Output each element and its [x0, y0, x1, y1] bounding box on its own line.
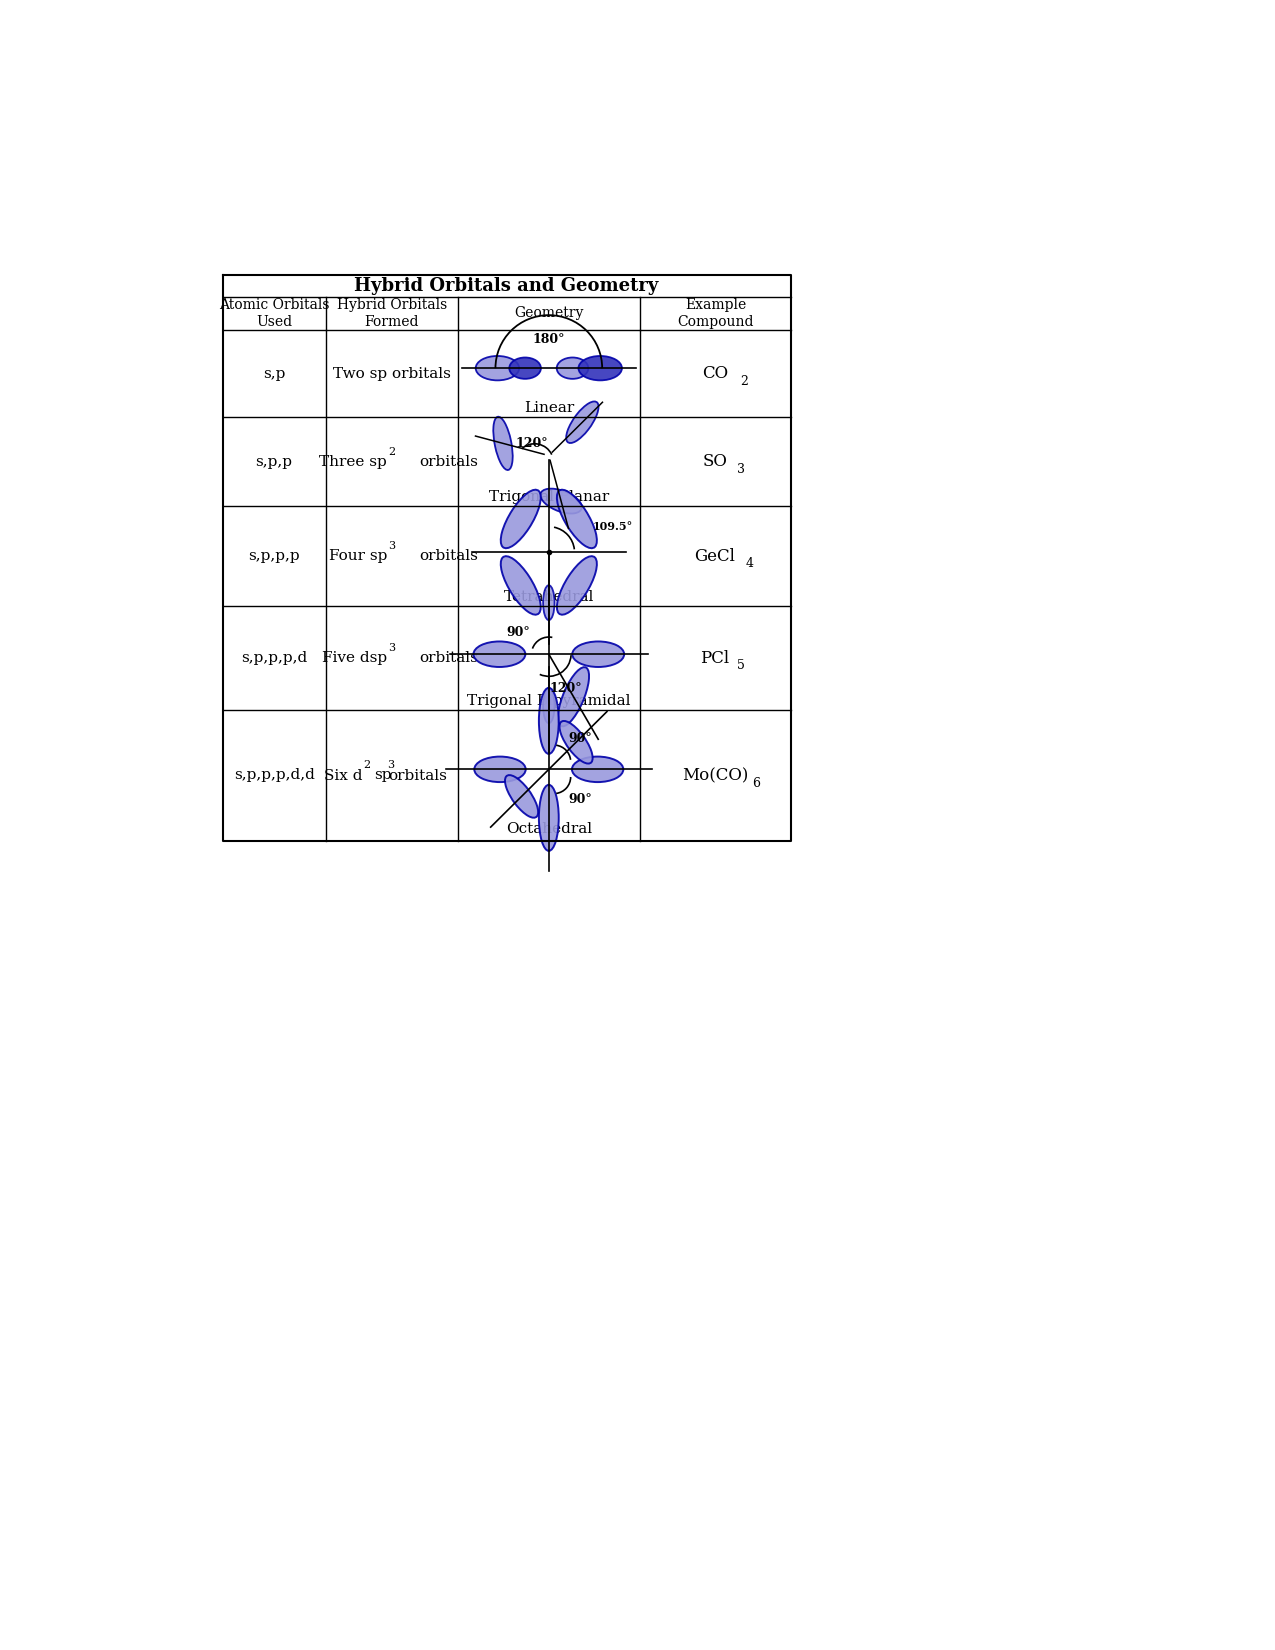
Text: 3: 3	[737, 464, 745, 475]
Text: s,p,p,p,d,d: s,p,p,p,d,d	[233, 769, 315, 782]
Text: 2: 2	[388, 447, 395, 457]
Text: 5: 5	[737, 660, 745, 672]
Ellipse shape	[539, 785, 558, 851]
Text: s,p,p,p,d: s,p,p,p,d	[241, 652, 307, 665]
Ellipse shape	[493, 417, 513, 470]
Text: 180°: 180°	[533, 333, 565, 345]
Text: 120°: 120°	[550, 681, 583, 695]
Ellipse shape	[541, 488, 581, 513]
Ellipse shape	[557, 490, 597, 548]
Ellipse shape	[557, 358, 588, 380]
Text: CO: CO	[703, 365, 728, 383]
Ellipse shape	[476, 356, 519, 381]
Text: Atomic Orbitals
Used: Atomic Orbitals Used	[219, 299, 330, 328]
Text: Three sp: Three sp	[319, 455, 386, 469]
Text: 3: 3	[388, 644, 395, 653]
Text: 6: 6	[752, 777, 761, 790]
Text: 109.5°: 109.5°	[593, 521, 632, 533]
Text: s,p,p: s,p,p	[255, 455, 292, 469]
Ellipse shape	[560, 721, 593, 764]
Text: 120°: 120°	[516, 437, 548, 450]
Text: Example
Compound: Example Compound	[677, 299, 754, 328]
Ellipse shape	[572, 757, 623, 782]
Ellipse shape	[558, 667, 589, 726]
Text: Hybrid Orbitals and Geometry: Hybrid Orbitals and Geometry	[354, 277, 659, 295]
Text: Tetrahedral: Tetrahedral	[504, 589, 594, 604]
Text: GeCl: GeCl	[695, 548, 736, 564]
Text: Octahedral: Octahedral	[506, 822, 592, 837]
Ellipse shape	[474, 757, 525, 782]
Text: 2: 2	[363, 761, 370, 771]
Text: Mo(CO): Mo(CO)	[682, 767, 748, 784]
Text: 3: 3	[388, 541, 395, 551]
Text: Linear: Linear	[524, 401, 574, 416]
Ellipse shape	[501, 556, 541, 615]
Ellipse shape	[473, 642, 525, 667]
Ellipse shape	[543, 688, 555, 723]
Ellipse shape	[572, 642, 625, 667]
Text: orbitals: orbitals	[419, 549, 478, 563]
Ellipse shape	[509, 358, 541, 380]
Text: 90°: 90°	[506, 625, 530, 639]
Text: PCl: PCl	[700, 650, 729, 667]
Text: Geometry: Geometry	[514, 307, 584, 320]
Text: 4: 4	[746, 558, 754, 571]
Ellipse shape	[539, 688, 558, 754]
Text: 3: 3	[386, 761, 394, 771]
Text: SO: SO	[703, 454, 728, 470]
Text: Six d: Six d	[324, 769, 362, 782]
Text: Five dsp: Five dsp	[321, 652, 386, 665]
Text: Four sp: Four sp	[329, 549, 386, 563]
Text: 90°: 90°	[569, 794, 593, 807]
Ellipse shape	[501, 490, 541, 548]
Ellipse shape	[557, 556, 597, 615]
Text: Two sp orbitals: Two sp orbitals	[333, 366, 451, 381]
Text: Trigonal Planar: Trigonal Planar	[488, 490, 609, 503]
Ellipse shape	[566, 401, 598, 444]
Text: sp: sp	[374, 769, 391, 782]
Ellipse shape	[505, 776, 538, 818]
Text: s,p,p,p: s,p,p,p	[249, 549, 300, 563]
Text: Trigonal Bipyramidal: Trigonal Bipyramidal	[467, 693, 631, 708]
Text: Hybrid Orbitals
Formed: Hybrid Orbitals Formed	[337, 299, 448, 328]
Text: orbitals: orbitals	[388, 769, 446, 782]
Ellipse shape	[543, 586, 555, 620]
Text: orbitals: orbitals	[419, 455, 478, 469]
Text: 90°: 90°	[569, 733, 593, 746]
Text: 2: 2	[740, 375, 747, 388]
Text: orbitals: orbitals	[419, 652, 478, 665]
Text: s,p: s,p	[263, 366, 286, 381]
Ellipse shape	[579, 356, 622, 381]
